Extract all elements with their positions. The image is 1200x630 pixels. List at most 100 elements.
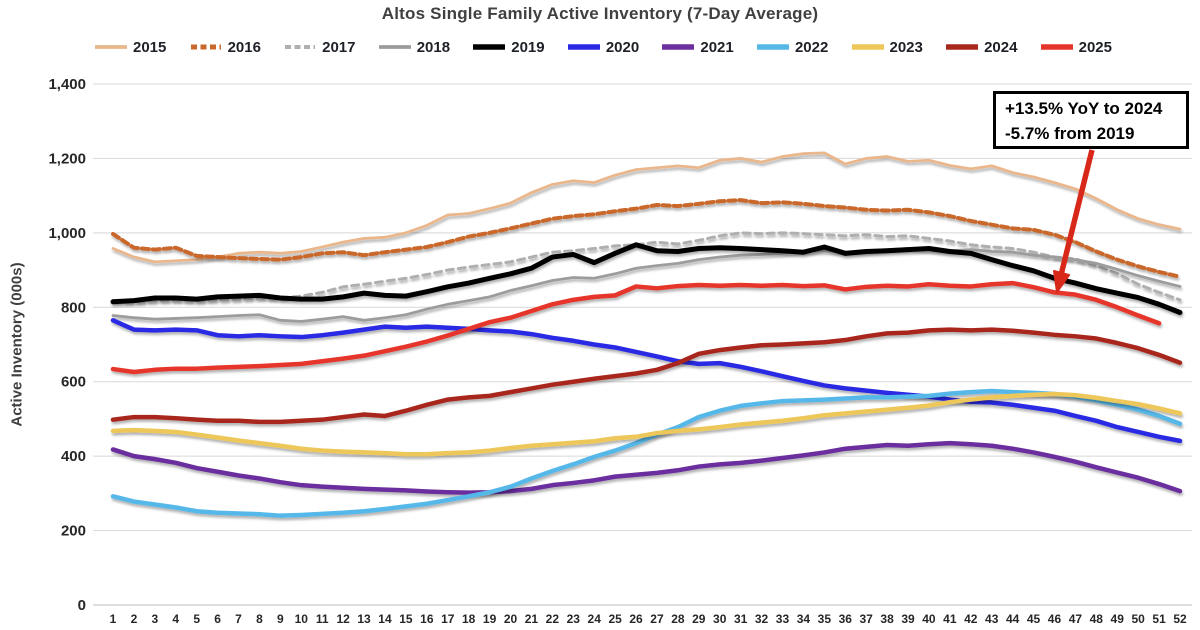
legend-item-2022: 2022 <box>756 39 828 56</box>
y-tick-label: 800 <box>61 299 86 316</box>
x-tick-label: 12 <box>336 612 350 626</box>
x-tick-label: 5 <box>193 612 200 626</box>
y-tick-label: 1,000 <box>48 225 86 242</box>
legend-swatch-2016 <box>190 44 221 50</box>
x-tick-label: 50 <box>1131 612 1145 626</box>
x-tick-label: 10 <box>295 612 309 626</box>
legend-swatch-2021 <box>662 44 695 50</box>
legend-item-2023: 2023 <box>851 38 923 56</box>
x-tick-label: 29 <box>692 612 706 626</box>
x-tick-label: 1 <box>110 612 117 626</box>
x-tick-label: 2 <box>131 612 138 626</box>
x-tick-label: 6 <box>214 612 221 626</box>
x-tick-label: 27 <box>650 612 664 626</box>
x-tick-label: 34 <box>797 612 811 626</box>
series-line-2021 <box>110 440 1183 495</box>
x-tick-label: 46 <box>1048 612 1062 626</box>
x-tick-label: 16 <box>420 612 434 626</box>
x-tick-label: 25 <box>608 612 622 626</box>
x-tick-label: 21 <box>525 612 539 626</box>
x-tick-label: 42 <box>964 612 978 626</box>
legend-swatch-2022 <box>756 44 789 50</box>
x-tick-label: 33 <box>776 612 790 626</box>
x-tick-label: 19 <box>483 612 497 626</box>
legend-item-2016: 2016 <box>190 39 261 56</box>
legend-item-2020: 2020 <box>567 38 640 56</box>
chart-title: Altos Single Family Active Inventory (7-… <box>381 4 819 23</box>
annotation-box: +13.5% YoY to 2024 -5.7% from 2019 <box>993 91 1189 149</box>
legend-label: 2017 <box>322 38 356 56</box>
x-tick-label: 9 <box>277 612 284 626</box>
y-tick-label: 0 <box>78 597 86 614</box>
x-tick-label: 4 <box>172 612 179 626</box>
legend-item-2018: 2018 <box>378 38 451 56</box>
x-tick-label: 32 <box>755 612 769 626</box>
legend-swatch-2019 <box>473 44 506 50</box>
y-tick-label: 200 <box>61 523 86 540</box>
legend-item-2021: 2021 <box>662 38 734 56</box>
x-tick-label: 30 <box>713 612 727 626</box>
y-tick-label: 400 <box>61 448 86 465</box>
annotation-arrow-shaft <box>1058 149 1095 276</box>
x-tick-label: 15 <box>399 612 413 626</box>
y-tick-label: 1,200 <box>48 150 86 167</box>
series-line-2020 <box>110 318 1183 444</box>
x-tick-label: 26 <box>629 612 643 626</box>
x-tick-label: 35 <box>818 612 832 626</box>
series-line-2018 <box>111 247 1182 323</box>
series-line-2025 <box>110 280 1162 375</box>
series-line-2023 <box>110 391 1183 457</box>
legend-label: 2025 <box>1078 38 1112 56</box>
x-tick-label: 40 <box>922 612 936 626</box>
legend-label: 2023 <box>889 38 923 56</box>
x-tick-label: 45 <box>1027 612 1041 626</box>
x-tick-label: 13 <box>357 612 371 626</box>
x-tick-label: 8 <box>256 612 263 626</box>
legend-swatch-2020 <box>567 44 600 50</box>
x-tick-label: 18 <box>462 612 476 626</box>
legend-label: 2018 <box>416 38 451 56</box>
legend: 2015 2016 2017 2018 2019 2020 2021 2022 2023 2024… <box>95 36 1112 58</box>
legend-label: 2019 <box>511 38 545 56</box>
legend-item-2017: 2017 <box>284 38 356 56</box>
x-tick-label: 49 <box>1111 612 1125 626</box>
annotation-line-2: -5.7% from 2019 <box>1005 123 1135 143</box>
series-line-2015 <box>111 151 1182 264</box>
x-tick-label: 23 <box>567 612 581 626</box>
x-tick-label: 31 <box>734 612 748 626</box>
annotation-line-1: +13.5% YoY to 2024 <box>1005 99 1163 118</box>
x-tick-label: 47 <box>1069 612 1083 626</box>
legend-item-2019: 2019 <box>473 38 545 56</box>
legend-item-2025: 2025 <box>1040 38 1112 56</box>
legend-swatch-2017 <box>285 45 316 49</box>
legend-label: 2021 <box>700 38 734 56</box>
x-tick-label: 39 <box>901 612 915 626</box>
x-tick-label: 52 <box>1173 612 1187 626</box>
legend-swatch-2025 <box>1040 44 1073 50</box>
legend-swatch-2015 <box>95 45 127 49</box>
series-line-2016 <box>111 198 1182 279</box>
legend-item-2024: 2024 <box>946 39 1017 56</box>
x-tick-label: 37 <box>859 612 873 626</box>
legend-label: 2016 <box>227 38 261 56</box>
x-tick-label: 7 <box>235 612 242 626</box>
x-tick-label: 20 <box>504 612 518 626</box>
x-tick-label: 41 <box>943 612 957 626</box>
x-tick-label: 36 <box>839 612 853 626</box>
legend-swatch-2018 <box>378 45 411 49</box>
x-tick-label: 28 <box>671 612 685 626</box>
legend-label: 2024 <box>984 38 1018 56</box>
x-tick-label: 14 <box>378 612 392 626</box>
x-tick-label: 38 <box>880 612 894 626</box>
x-tick-label: 43 <box>985 612 999 626</box>
y-tick-label: 1,400 <box>48 76 86 93</box>
x-tick-label: 51 <box>1152 612 1166 626</box>
series-line-2024 <box>110 327 1183 425</box>
annotation-arrow-head <box>1053 270 1070 293</box>
legend-swatch-2024 <box>946 44 979 50</box>
x-tick-label: 17 <box>441 612 455 626</box>
legend-item-2015: 2015 <box>95 39 166 56</box>
legend-label: 2020 <box>605 38 640 56</box>
